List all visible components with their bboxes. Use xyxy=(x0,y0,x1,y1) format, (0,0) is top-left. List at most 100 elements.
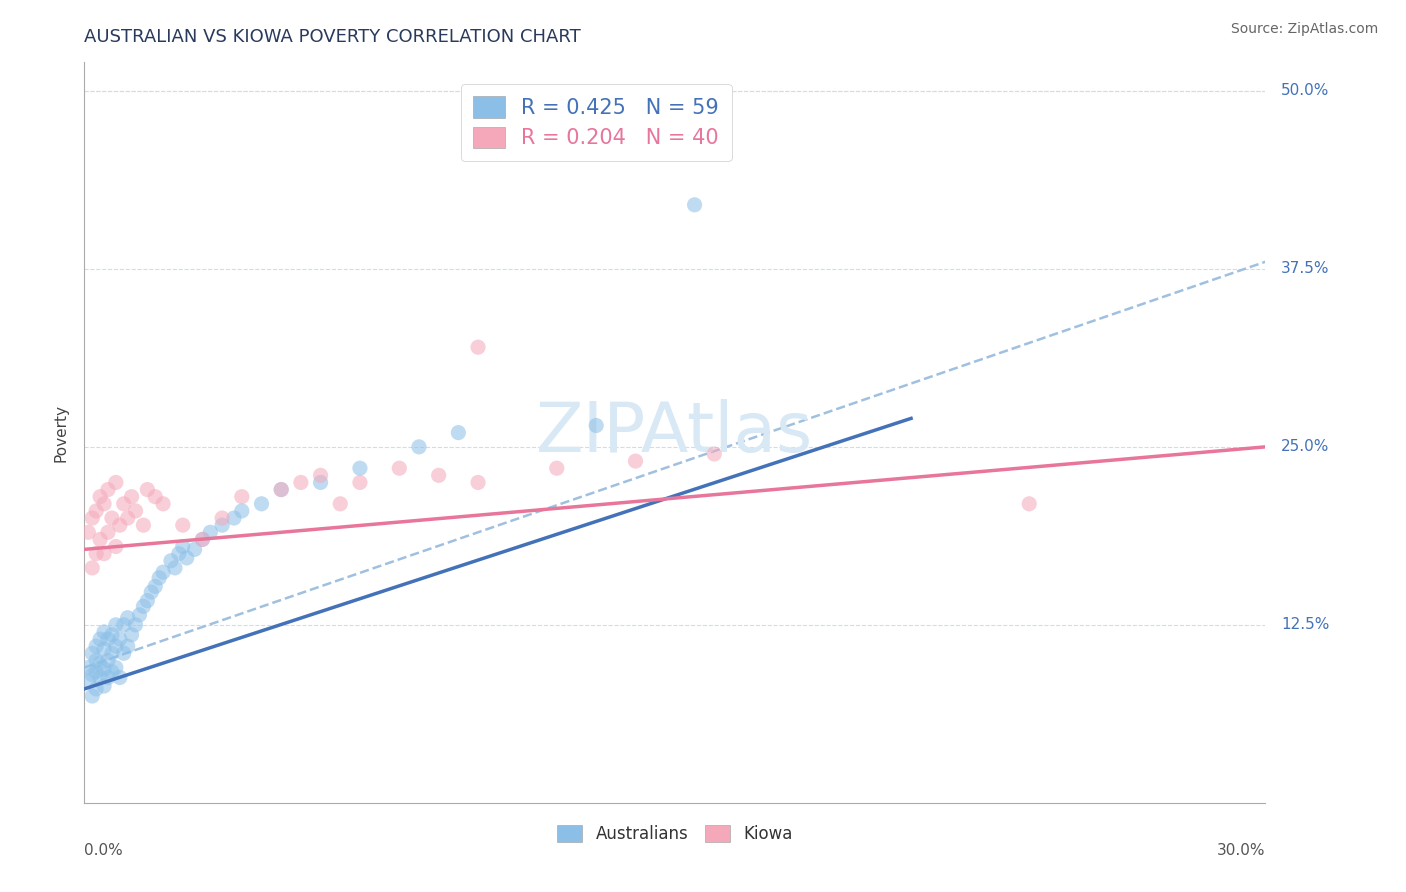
Point xyxy=(97,632,120,646)
Point xyxy=(101,665,124,679)
Point xyxy=(124,617,146,632)
Point xyxy=(89,632,111,646)
Point xyxy=(121,490,143,504)
Text: 50.0%: 50.0% xyxy=(1281,84,1330,98)
Point xyxy=(93,547,115,561)
Point xyxy=(84,547,107,561)
Point xyxy=(136,593,159,607)
Point xyxy=(349,475,371,490)
Point xyxy=(624,454,647,468)
Point xyxy=(211,518,233,533)
Point xyxy=(163,561,186,575)
Point xyxy=(467,340,489,354)
Point xyxy=(329,497,352,511)
Point xyxy=(117,639,139,653)
Point xyxy=(89,671,111,685)
Point xyxy=(290,475,312,490)
Point xyxy=(152,497,174,511)
Point xyxy=(84,681,107,696)
Point xyxy=(101,646,124,660)
Point xyxy=(132,599,155,614)
Point xyxy=(270,483,292,497)
Y-axis label: Poverty: Poverty xyxy=(53,403,69,462)
Point xyxy=(82,511,104,525)
Point xyxy=(128,607,150,622)
Point xyxy=(683,198,706,212)
Point xyxy=(117,610,139,624)
Point xyxy=(270,483,292,497)
Point xyxy=(84,653,107,667)
Point xyxy=(77,525,100,540)
Text: ZIPAtlas: ZIPAtlas xyxy=(536,399,814,467)
Point xyxy=(136,483,159,497)
Point xyxy=(427,468,450,483)
Point xyxy=(176,550,198,565)
Point xyxy=(101,511,124,525)
Point xyxy=(104,639,127,653)
Point xyxy=(82,646,104,660)
Point xyxy=(172,518,194,533)
Point xyxy=(132,518,155,533)
Point xyxy=(93,679,115,693)
Point xyxy=(89,657,111,671)
Point xyxy=(183,542,205,557)
Point xyxy=(89,490,111,504)
Point xyxy=(585,418,607,433)
Point xyxy=(97,671,120,685)
Point xyxy=(82,561,104,575)
Point xyxy=(93,624,115,639)
Point xyxy=(167,547,190,561)
Point xyxy=(108,632,131,646)
Point xyxy=(703,447,725,461)
Point xyxy=(77,674,100,689)
Point xyxy=(143,490,166,504)
Point xyxy=(191,533,214,547)
Point xyxy=(309,475,332,490)
Point xyxy=(467,475,489,490)
Text: 12.5%: 12.5% xyxy=(1281,617,1330,632)
Point xyxy=(309,468,332,483)
Legend: Australians, Kiowa: Australians, Kiowa xyxy=(551,819,799,850)
Point xyxy=(77,660,100,674)
Point xyxy=(97,483,120,497)
Text: 30.0%: 30.0% xyxy=(1218,843,1265,858)
Point xyxy=(349,461,371,475)
Point xyxy=(148,571,170,585)
Point xyxy=(84,504,107,518)
Point xyxy=(82,689,104,703)
Point xyxy=(191,533,214,547)
Point xyxy=(222,511,245,525)
Point xyxy=(97,525,120,540)
Point xyxy=(101,628,124,642)
Point xyxy=(93,497,115,511)
Point xyxy=(104,475,127,490)
Point xyxy=(104,660,127,674)
Point xyxy=(160,554,183,568)
Point xyxy=(112,617,135,632)
Point xyxy=(211,511,233,525)
Text: Source: ZipAtlas.com: Source: ZipAtlas.com xyxy=(1230,22,1378,37)
Point xyxy=(84,665,107,679)
Point xyxy=(93,662,115,676)
Point xyxy=(104,617,127,632)
Point xyxy=(447,425,470,440)
Point xyxy=(112,497,135,511)
Point xyxy=(121,628,143,642)
Point xyxy=(408,440,430,454)
Point xyxy=(82,667,104,681)
Point xyxy=(388,461,411,475)
Point xyxy=(200,525,222,540)
Point xyxy=(108,671,131,685)
Point xyxy=(97,653,120,667)
Point xyxy=(89,533,111,547)
Point xyxy=(112,646,135,660)
Point xyxy=(250,497,273,511)
Point xyxy=(172,540,194,554)
Text: 37.5%: 37.5% xyxy=(1281,261,1330,277)
Point xyxy=(546,461,568,475)
Text: AUSTRALIAN VS KIOWA POVERTY CORRELATION CHART: AUSTRALIAN VS KIOWA POVERTY CORRELATION … xyxy=(84,28,581,45)
Point xyxy=(1018,497,1040,511)
Point xyxy=(84,639,107,653)
Point xyxy=(124,504,146,518)
Point xyxy=(143,579,166,593)
